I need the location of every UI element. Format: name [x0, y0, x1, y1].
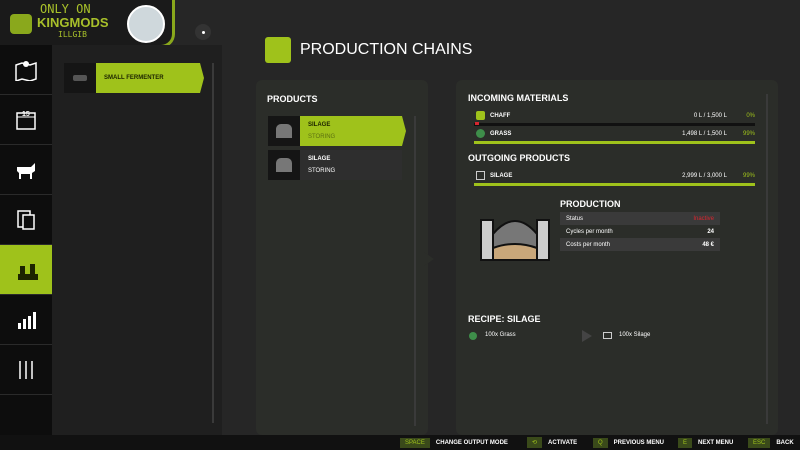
recipe-output: 100x Silage — [619, 332, 651, 338]
footer-activate[interactable]: ⟲ ACTIVATE — [527, 435, 577, 450]
sidebar — [0, 45, 56, 450]
footer-back[interactable]: ESC BACK — [748, 435, 794, 450]
material-amount: 2,999 L / 3,000 L — [682, 173, 727, 179]
silage-bunker-icon — [480, 219, 550, 261]
silage-icon — [476, 171, 485, 180]
row-label: Costs per month — [566, 241, 611, 248]
statistics-icon — [18, 311, 36, 329]
footer-label: ACTIVATE — [548, 439, 578, 446]
material-percent: 99% — [742, 131, 755, 137]
footer-next-menu[interactable]: E NEXT MENU — [678, 435, 733, 450]
production-list: SMALL FERMENTER — [52, 45, 222, 435]
silage-thumbnail — [268, 116, 300, 146]
material-percent: 99% — [742, 173, 755, 179]
chaff-icon — [476, 111, 485, 120]
sidebar-item-calendar[interactable] — [0, 95, 52, 145]
production-label: SMALL FERMENTER — [104, 75, 164, 81]
production-icon — [18, 263, 38, 280]
product-name: SILAGE — [308, 156, 331, 162]
material-name: SILAGE — [490, 173, 513, 179]
page-title: PRODUCTION CHAINS — [300, 41, 473, 58]
recipe-input: 100x Grass — [485, 332, 516, 338]
outgoing-heading: OUTGOING PRODUCTS — [468, 153, 571, 163]
product-mode: STORING — [308, 134, 336, 140]
fermenter-thumbnail — [64, 63, 96, 93]
footer-label: PREVIOUS MENU — [613, 439, 665, 446]
material-name: GRASS — [490, 131, 512, 137]
watermark-logo: ONLY ON KINGMODS ILLGIB — [0, 0, 175, 48]
row-label: Status — [566, 215, 584, 222]
production-chains-icon — [265, 37, 291, 63]
row-label: Cycles per month — [566, 228, 613, 235]
key-hint: ⟲ — [527, 437, 543, 448]
sidebar-item-animals[interactable] — [0, 145, 52, 195]
menu-dot-button[interactable] — [195, 24, 211, 40]
scrollbar[interactable] — [766, 94, 768, 424]
key-hint: ESC — [748, 437, 771, 448]
incoming-heading: INCOMING MATERIALS — [468, 93, 569, 103]
calendar-day: 15 — [22, 111, 30, 118]
grass-icon — [469, 332, 477, 340]
settings-icon — [19, 360, 33, 379]
empty-warning-marker — [475, 122, 479, 125]
status-row: Status Inactive — [560, 212, 720, 225]
key-hint: E — [678, 437, 693, 448]
list-item[interactable]: SILAGE STORING — [268, 116, 406, 146]
status-value: Inactive — [693, 215, 714, 222]
footer-label: BACK — [776, 439, 794, 446]
sidebar-item-settings[interactable] — [0, 345, 52, 395]
silage-icon — [603, 332, 612, 339]
fill-level — [474, 183, 755, 186]
key-hint: Q — [593, 437, 608, 448]
material-amount: 1,498 L / 1,500 L — [682, 131, 727, 137]
silage-thumbnail — [268, 150, 300, 180]
grass-icon — [476, 129, 485, 138]
footer-label: CHANGE OUTPUT MODE — [435, 439, 508, 446]
production-heading: PRODUCTION — [560, 199, 621, 209]
material-row-grass: GRASS 1,498 L / 1,500 L 99% — [474, 126, 755, 144]
key-hint: SPACE — [400, 437, 430, 448]
sidebar-item-statistics[interactable] — [0, 295, 52, 345]
footer-label: NEXT MENU — [698, 439, 734, 446]
list-item[interactable]: SMALL FERMENTER — [64, 63, 204, 93]
watermark-line1: ONLY ON — [40, 2, 91, 16]
cycles-row: Cycles per month 24 — [560, 225, 720, 238]
fill-bar — [474, 141, 755, 144]
material-amount: 0 L / 1,500 L — [693, 113, 727, 119]
footer-previous-menu[interactable]: Q PREVIOUS MENU — [593, 435, 664, 450]
watermark-line3: ILLGIB — [58, 30, 87, 39]
sidebar-item-map[interactable] — [0, 45, 52, 95]
products-heading: PRODUCTS — [267, 94, 318, 104]
costs-value: 48 € — [702, 241, 714, 248]
sidebar-item-contracts[interactable] — [0, 195, 52, 245]
scrollbar[interactable] — [414, 116, 416, 426]
watermark-line2: KINGMODS — [37, 15, 109, 30]
tractor-icon — [10, 14, 32, 34]
fill-bar — [474, 183, 755, 186]
material-row-silage: SILAGE 2,999 L / 3,000 L 99% — [474, 168, 755, 186]
animals-icon — [17, 162, 35, 179]
calendar-icon — [16, 111, 36, 130]
scrollbar[interactable] — [212, 63, 214, 423]
material-percent: 0% — [746, 113, 755, 119]
products-panel: PRODUCTS SILAGE STORING SILAGE STORING — [256, 80, 428, 435]
list-item[interactable]: SILAGE STORING — [268, 150, 402, 180]
footer-change-output[interactable]: SPACE CHANGE OUTPUT MODE — [400, 435, 508, 450]
collapse-arrow[interactable] — [424, 252, 434, 266]
fill-level — [474, 141, 755, 144]
avatar — [127, 5, 165, 43]
arrow-right-icon — [582, 330, 592, 342]
fill-bar — [474, 123, 755, 126]
sidebar-item-production[interactable] — [0, 245, 56, 295]
contracts-icon — [17, 209, 35, 230]
costs-row: Costs per month 48 € — [560, 238, 720, 251]
map-icon — [15, 60, 37, 81]
product-mode: STORING — [308, 168, 336, 174]
material-row-chaff: CHAFF 0 L / 1,500 L 0% — [474, 108, 755, 126]
recipe-heading: RECIPE: SILAGE — [468, 314, 541, 324]
material-name: CHAFF — [490, 113, 511, 119]
product-name: SILAGE — [308, 122, 331, 128]
cycles-value: 24 — [707, 228, 714, 235]
